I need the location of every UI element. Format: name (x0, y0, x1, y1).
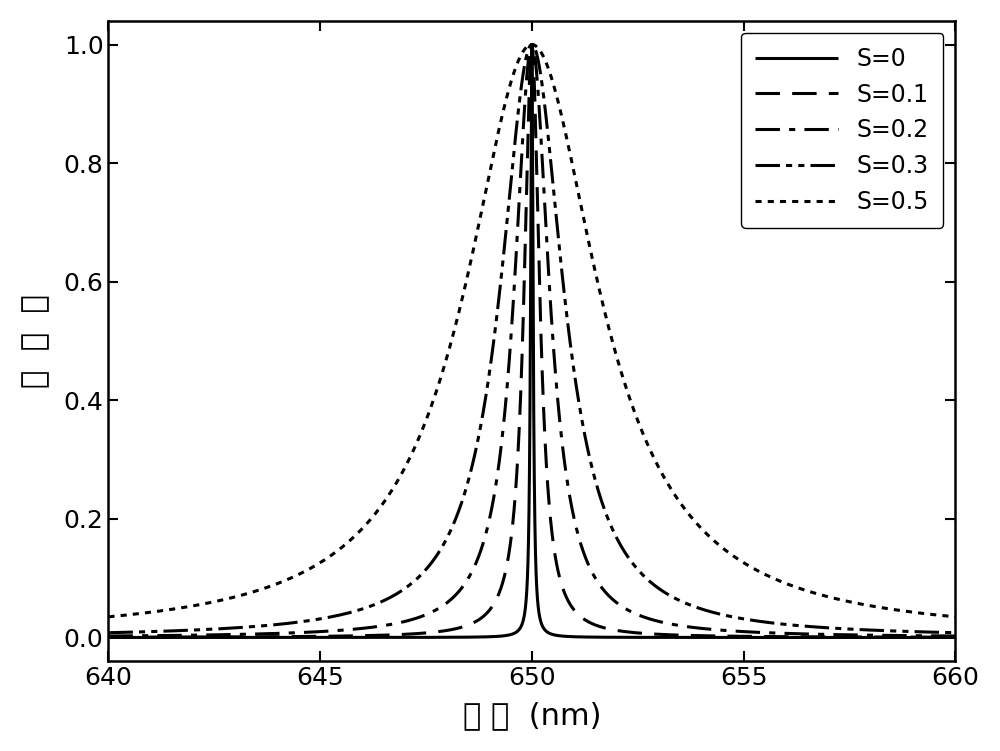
S=0.1 (646, 629, 658, 638)
Line: S=0.1: S=0.1 (108, 44, 955, 637)
Line: S=0.3: S=0.3 (108, 44, 955, 632)
S=0.5 (102, 612, 114, 621)
S=0.3 (313, 614, 325, 623)
Line: S=0: S=0 (108, 44, 955, 638)
S=0 (894, 633, 906, 642)
S=0.5 (646, 450, 658, 459)
S=0.1 (526, 40, 538, 49)
S=0.2 (102, 632, 114, 641)
S=0.3 (646, 579, 658, 588)
S=0 (709, 633, 721, 642)
S=0.5 (949, 612, 961, 621)
S=0.2 (313, 627, 325, 636)
S=0.5 (503, 84, 515, 93)
S=0.1 (709, 632, 721, 641)
S=0.1 (949, 632, 961, 641)
S=0.2 (646, 615, 658, 624)
S=0.5 (894, 606, 906, 615)
S=0.5 (526, 40, 538, 49)
S=0.2 (526, 40, 538, 49)
Legend: S=0, S=0.1, S=0.2, S=0.3, S=0.5: S=0, S=0.1, S=0.2, S=0.3, S=0.5 (741, 32, 943, 228)
S=0.1 (894, 632, 906, 641)
S=0.3 (503, 198, 515, 207)
S=0.1 (503, 549, 515, 558)
S=0.1 (102, 632, 114, 641)
S=0.3 (102, 628, 114, 637)
S=0.3 (949, 628, 961, 637)
S=0.2 (894, 631, 906, 640)
S=0 (503, 631, 515, 640)
S=0.2 (615, 601, 627, 610)
S=0 (102, 633, 114, 642)
X-axis label: 波 长  (nm): 波 长 (nm) (463, 701, 601, 730)
S=0 (949, 633, 961, 642)
S=0.1 (313, 632, 325, 641)
S=0.3 (526, 40, 538, 49)
Line: S=0.2: S=0.2 (108, 44, 955, 636)
S=0 (313, 633, 325, 642)
S=0.5 (615, 366, 627, 375)
Line: S=0.5: S=0.5 (108, 44, 955, 617)
S=0.5 (313, 559, 325, 568)
S=0.1 (615, 626, 627, 635)
S=0.3 (615, 541, 627, 550)
S=0.5 (709, 537, 721, 546)
S=0 (526, 40, 538, 49)
S=0.3 (709, 608, 721, 617)
Y-axis label: 反  射  率: 反 射 率 (21, 294, 50, 388)
S=0 (615, 633, 627, 642)
S=0 (646, 633, 658, 642)
S=0.2 (949, 632, 961, 641)
S=0.2 (503, 360, 515, 369)
S=0.2 (709, 625, 721, 634)
S=0.3 (894, 626, 906, 635)
